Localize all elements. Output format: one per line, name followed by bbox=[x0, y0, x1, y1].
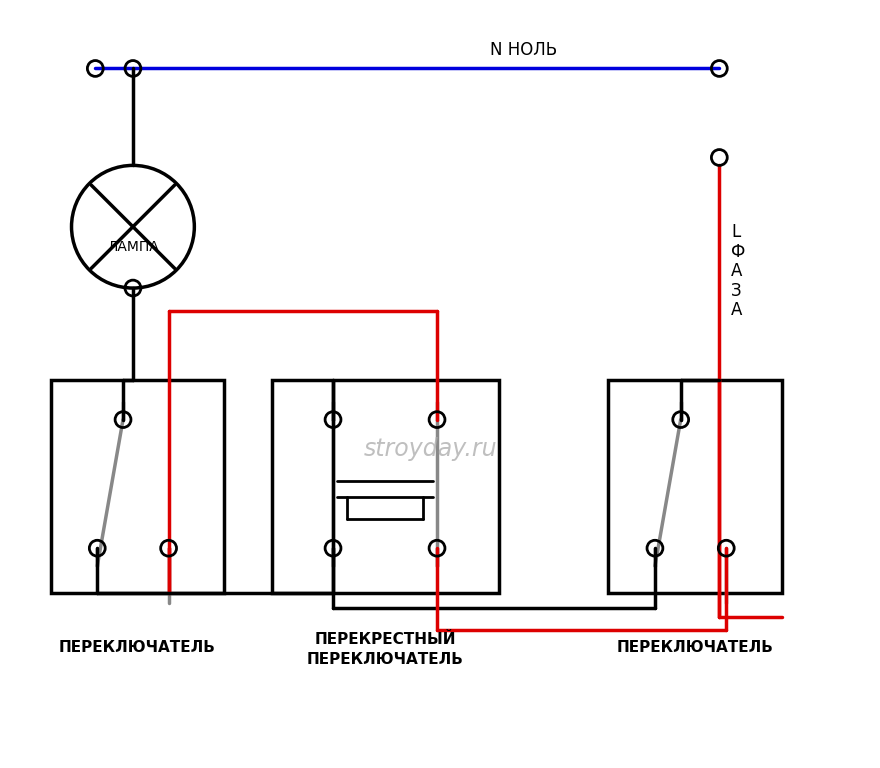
Text: ПЕРЕКЛЮЧАТЕЛЬ: ПЕРЕКЛЮЧАТЕЛЬ bbox=[58, 641, 216, 655]
Bar bbox=[51, 380, 224, 593]
Bar bbox=[272, 380, 500, 593]
Text: stroyday.ru: stroyday.ru bbox=[363, 437, 497, 462]
Text: ПЕРЕКЛЮЧАТЕЛЬ: ПЕРЕКЛЮЧАТЕЛЬ bbox=[616, 641, 773, 655]
Text: N НОЛЬ: N НОЛЬ bbox=[489, 41, 557, 58]
Text: ПЕРЕКРЕСТНЫЙ
ПЕРЕКЛЮЧАТЕЛЬ: ПЕРЕКРЕСТНЫЙ ПЕРЕКЛЮЧАТЕЛЬ bbox=[307, 632, 464, 667]
Text: L
Ф
А
З
А: L Ф А З А bbox=[731, 223, 745, 319]
Text: ЛАМПА: ЛАМПА bbox=[107, 240, 158, 253]
Bar bbox=[608, 380, 781, 593]
